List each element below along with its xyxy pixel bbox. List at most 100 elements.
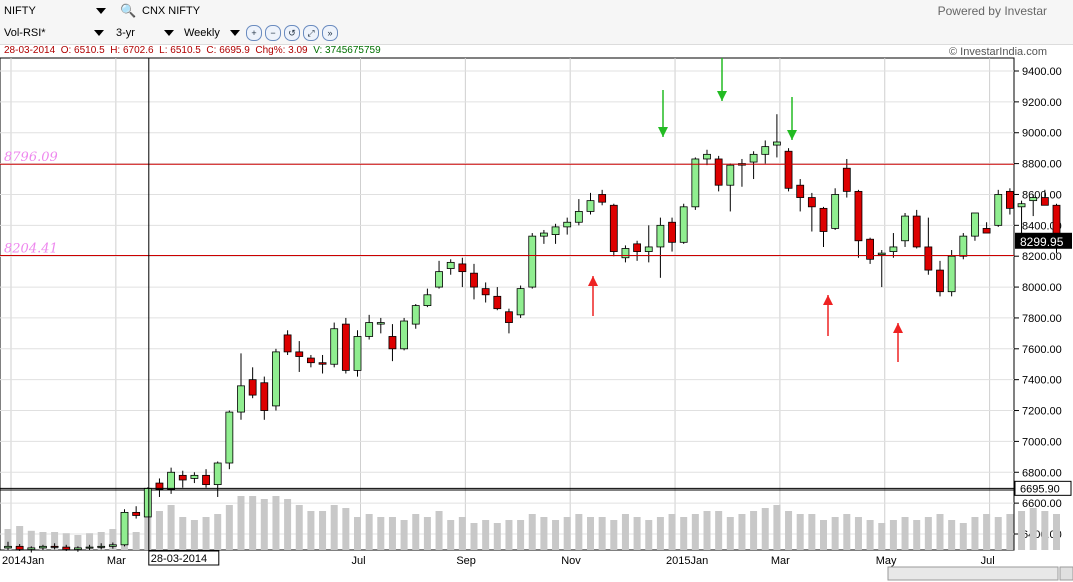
candle [341, 323, 350, 371]
zoom-reset-icon[interactable]: ↺ [284, 25, 300, 41]
y-tick-label: 9400.00 [1022, 66, 1062, 78]
volume-bar [901, 517, 909, 550]
zoom-last-icon[interactable]: » [322, 25, 338, 41]
volume-bar [249, 496, 257, 550]
x-axis-label: 2014Jan [2, 555, 44, 567]
info-high: H: 6702.6 [110, 45, 154, 56]
volume-bar [493, 523, 501, 550]
candle [4, 545, 12, 549]
candle [877, 252, 886, 256]
volume-bar [482, 520, 490, 550]
range-select[interactable]: 3-yr [116, 25, 174, 41]
volume-bar [680, 517, 688, 550]
candle [761, 146, 770, 155]
volume-bar [109, 529, 117, 550]
interval-select[interactable]: Weekly [184, 25, 240, 41]
green-arrow-head [658, 127, 668, 137]
volume-bar [1041, 511, 1049, 550]
zoom-out-icon[interactable]: − [265, 25, 281, 41]
candle [237, 385, 245, 413]
candle [178, 474, 187, 481]
candle [644, 246, 653, 252]
volume-bar [144, 517, 152, 550]
volume-bar [552, 520, 560, 550]
candle [213, 462, 222, 486]
y-tick-label: 7400.00 [1022, 375, 1062, 387]
candle [691, 158, 700, 208]
volume-bar [948, 520, 956, 550]
volume-bar [703, 511, 711, 550]
volume-bar [423, 517, 431, 550]
candle [202, 474, 210, 486]
chevron-down-icon [230, 30, 240, 36]
volume-bar [738, 514, 746, 550]
crosshair-date-box [148, 550, 220, 566]
x-axis-label: Nov [561, 555, 581, 567]
candle [574, 211, 583, 223]
volume-bar [691, 514, 699, 550]
candle [493, 295, 502, 310]
candle [563, 221, 572, 228]
crosshair-price-label-box [1014, 480, 1072, 496]
interval-select-value: Weekly [184, 27, 220, 39]
powered-by: Powered by Investar [937, 4, 1047, 18]
candle [749, 153, 758, 163]
candle [598, 194, 607, 203]
candle [971, 212, 979, 237]
y-tick-label: 8800.00 [1022, 159, 1062, 171]
volume-bar [190, 520, 198, 550]
volume-bar [62, 533, 70, 550]
volume-bar [214, 514, 222, 550]
y-tick-label: 6800.00 [1022, 467, 1062, 479]
volume-bar [994, 517, 1002, 550]
last-price-box [1015, 232, 1072, 249]
volume-bar [272, 496, 280, 550]
candle [39, 545, 47, 549]
candle [155, 482, 164, 490]
volume-bar [307, 511, 315, 550]
x-axis-label: Mar [771, 555, 790, 567]
volume-bar [750, 511, 758, 550]
candle [901, 215, 909, 242]
scrollbar-right-button[interactable] [1059, 566, 1073, 581]
volume-bar [1006, 514, 1014, 550]
candle [505, 311, 513, 323]
volume-bar [913, 520, 921, 550]
volume-bar [86, 533, 94, 550]
ohlc-info-bar: 28-03-2014 O: 6510.5 H: 6702.6 L: 6510.5… [4, 44, 381, 58]
zoom-fit-icon[interactable]: ⤢ [303, 25, 319, 41]
search-icon[interactable]: 🔍 [120, 3, 137, 18]
info-change: Chg%: 3.09 [255, 45, 308, 56]
crosshair-date-label: 28-03-2014 [151, 553, 207, 565]
y-tick-label: 6600.00 [1022, 498, 1062, 510]
candle [400, 320, 409, 350]
volume-bar [598, 517, 606, 550]
candle [248, 379, 257, 396]
candle [458, 263, 467, 273]
symbol-select[interactable]: NIFTY [4, 3, 106, 19]
candle [1029, 197, 1038, 202]
zoom-in-icon[interactable]: + [246, 25, 262, 41]
candle [376, 322, 385, 325]
candle [1017, 203, 1026, 208]
volume-bar [528, 514, 536, 550]
horizontal-scrollbar[interactable] [887, 566, 1059, 581]
candle [295, 351, 304, 357]
volume-bar [342, 508, 350, 550]
candle [1040, 197, 1049, 206]
volume-bar [505, 520, 513, 550]
volume-bar [889, 520, 897, 550]
copyright: © InvestarIndia.com [949, 46, 1047, 58]
indicator-select[interactable]: Vol-RSI* [4, 25, 104, 41]
volume-bar [470, 523, 478, 550]
candle [190, 474, 199, 479]
volume-bar [924, 517, 932, 550]
support-line-label: 8796.09 [4, 150, 58, 165]
y-tick-label: 7800.00 [1022, 313, 1062, 325]
y-tick-label: 9200.00 [1022, 97, 1062, 109]
candle [516, 288, 525, 316]
volume-bar [843, 514, 851, 550]
candle [74, 547, 82, 550]
candle [807, 197, 816, 208]
